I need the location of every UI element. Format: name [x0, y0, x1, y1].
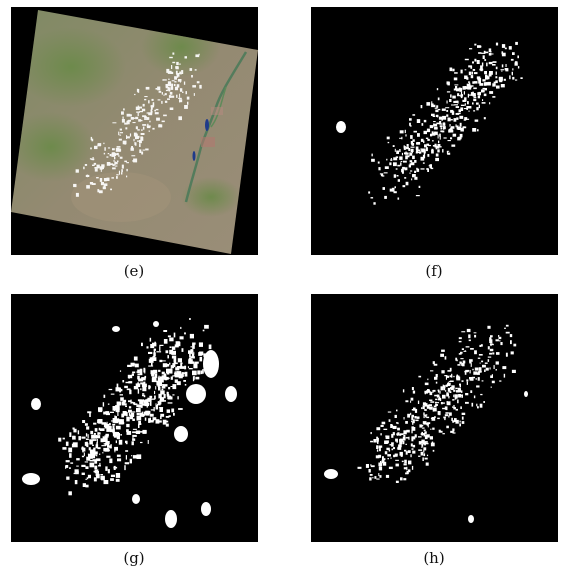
caption-f: (f) [425, 262, 443, 280]
caption-g: (g) [123, 549, 145, 567]
caption-h: (h) [423, 549, 445, 567]
cloud-mask [22, 318, 237, 528]
clouds [73, 52, 202, 197]
mask-image-g [11, 294, 258, 542]
satellite-image [11, 7, 258, 255]
mask-panel-g [11, 294, 258, 542]
lake [192, 151, 196, 161]
lake [205, 119, 209, 131]
mask-panel-f [311, 7, 558, 255]
cloud-mask [336, 41, 523, 205]
mask-panel-h [311, 294, 558, 542]
caption-e: (e) [123, 262, 145, 280]
mask-image-h [311, 294, 558, 542]
satellite-image-panel [11, 7, 258, 255]
mask-image-f [311, 7, 558, 255]
cloud-mask [324, 324, 528, 523]
